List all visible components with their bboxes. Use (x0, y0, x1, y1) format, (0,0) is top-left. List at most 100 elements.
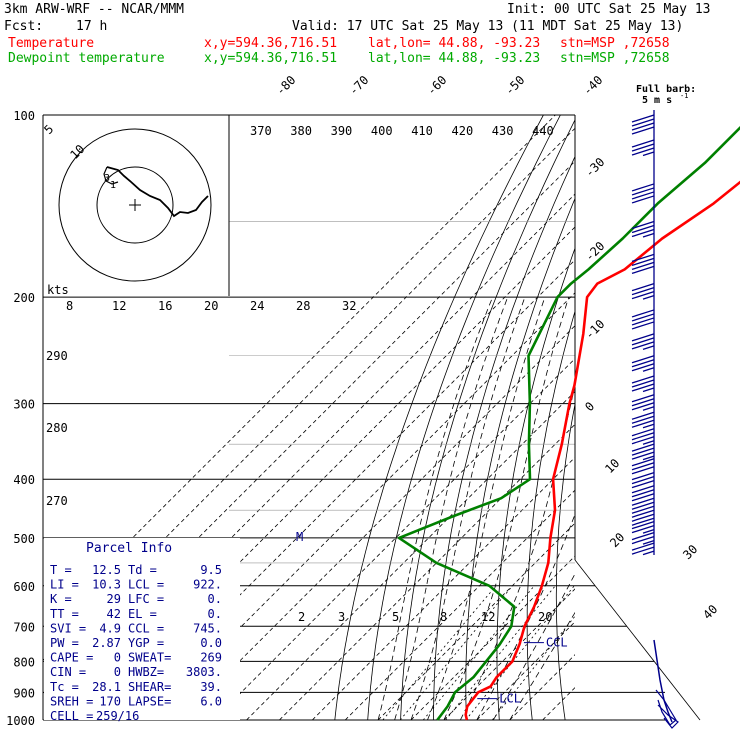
isotherm-line (312, 456, 575, 720)
wind-barb (631, 531, 655, 545)
mixing-ratio-line (399, 585, 513, 720)
pressure-label: 1000 (6, 714, 35, 728)
wind-barb (631, 309, 655, 330)
wind-barb (631, 283, 655, 300)
isotherm-label: 40 (700, 602, 720, 622)
parcel-label-left: LI = (50, 578, 79, 592)
pressure-label: 600 (13, 580, 35, 594)
hodograph-ring-label-10: 10 (67, 142, 87, 162)
wind-barb-full (631, 383, 655, 392)
parcel-info-row: TT = 42 EL = 0. (50, 607, 222, 621)
isotherm-line (147, 292, 575, 720)
wind-barb-half (642, 440, 655, 445)
isotherm-line (246, 390, 575, 720)
parcel-value-right: 0. (208, 592, 222, 606)
isotherm-label: -70 (346, 73, 371, 98)
parcel-info-row: SVI = 4.9 CCL = 745. (50, 621, 222, 635)
wind-barb-cluster (653, 639, 679, 729)
wind-barb-half (642, 455, 655, 461)
hodo-speed-label: 28 (296, 299, 310, 313)
wind-barb-full (631, 139, 655, 148)
wind-barb-full (631, 479, 655, 489)
parcel-value-left: 2.87 (92, 636, 121, 650)
parcel-value-left: 0 (114, 651, 121, 665)
parcel-label-left: TT = (50, 607, 79, 621)
wind-barb (631, 497, 655, 514)
mixing-ratio-label: 20 (538, 610, 552, 624)
dry-adiabat (639, 115, 714, 733)
isotherm-label: -50 (502, 73, 527, 98)
pressure-label: 300 (13, 398, 35, 412)
wind-barb-full (631, 402, 655, 411)
wind-barb-half (642, 232, 655, 238)
wind-barb-full (631, 419, 655, 428)
theta-label-top: 420 (452, 124, 474, 138)
wind-barb-full (631, 317, 655, 326)
parcel-marker-label: CCL (546, 636, 568, 650)
dry-adiabat (400, 118, 575, 720)
parcel-info-background (44, 538, 240, 720)
legend-temperature-station: stn=MSP ,72658 (560, 36, 670, 51)
isotherm-line (608, 115, 740, 720)
wind-barb (631, 458, 655, 475)
isotherm-line (279, 423, 575, 720)
pressure-label: 400 (13, 473, 35, 487)
wind-barb-half (642, 406, 655, 411)
wind-barb-full (631, 359, 655, 368)
hodograph-inset: 5 10 3 1 kts (41, 115, 230, 297)
parcel-info-title: Parcel Info (86, 541, 172, 556)
pressure-label: 200 (13, 291, 35, 305)
parcel-value-left: 42 (107, 607, 121, 621)
wind-barb-full (631, 436, 655, 445)
annotations: M CCL LCL (296, 530, 568, 706)
wind-barb (631, 375, 655, 393)
wind-barb (631, 114, 655, 135)
parcel-label-right: LCL = (128, 578, 164, 592)
parcel-label-right: CCL = (128, 621, 164, 635)
wind-barb-full (631, 321, 655, 330)
isotherm-label: 0 (582, 399, 597, 414)
wind-barb (631, 411, 655, 429)
wind-barb (631, 139, 655, 157)
wind-barb (631, 428, 655, 445)
wind-barb (631, 253, 655, 275)
wind-barb-half (642, 151, 655, 157)
theta-label-left: 280 (46, 421, 68, 435)
parcel-label-left: PW = (50, 636, 79, 650)
hodograph-ring-outer (58, 128, 212, 282)
wind-barb-full (631, 126, 655, 135)
parcel-value-left: 0 (114, 665, 121, 679)
parcel-label-left: Tc = (50, 680, 79, 694)
parcel-label-right: SHEAR= (128, 680, 171, 694)
legend-dewpoint-latlon: lat,lon= 44.88, -93.23 (368, 51, 541, 66)
wind-barb-full (631, 313, 655, 322)
wind-barb-full (631, 183, 655, 192)
forecast-label: Fcst: (4, 19, 44, 34)
hodograph-ring-inner (96, 166, 174, 244)
wind-barb-full (631, 509, 655, 518)
wind-barb-full (631, 118, 655, 127)
wind-barb-full (631, 542, 655, 551)
wind-barb-full (631, 447, 655, 456)
theta-labels: 370 380 390 400 410 420 430 440 290 280 270 (46, 124, 554, 508)
wind-barb (631, 183, 655, 204)
hodo-speed-label: 8 (66, 299, 73, 313)
parcel-value-right: 0. (208, 607, 222, 621)
wind-barb-full (631, 291, 655, 300)
moist-adiabat (443, 296, 570, 720)
parcel-value-right: 39. (200, 680, 222, 694)
parcel-info-row: CELL = 259/16 (50, 709, 139, 723)
wind-barb-full (631, 451, 655, 460)
parcel-value-right: 269 (200, 651, 222, 665)
wind-barb (631, 394, 655, 411)
wind-barb-full (631, 475, 655, 485)
isotherm-label: 30 (680, 542, 700, 562)
wind-barb-full (631, 546, 655, 555)
mixing-ratio-label: 5 (392, 610, 399, 624)
parcel-value-right: 745. (193, 621, 222, 635)
parcel-label-left: CIN = (50, 665, 86, 679)
parcel-value-right: 0.0 (200, 636, 222, 650)
mixing-ratio-labels: 2 3 5 8 12 20 (298, 610, 552, 624)
parcel-value-left: 29 (107, 592, 121, 606)
